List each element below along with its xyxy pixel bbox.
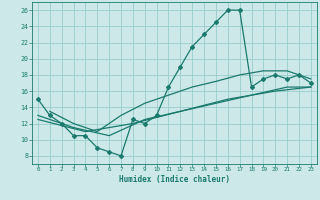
X-axis label: Humidex (Indice chaleur): Humidex (Indice chaleur)	[119, 175, 230, 184]
